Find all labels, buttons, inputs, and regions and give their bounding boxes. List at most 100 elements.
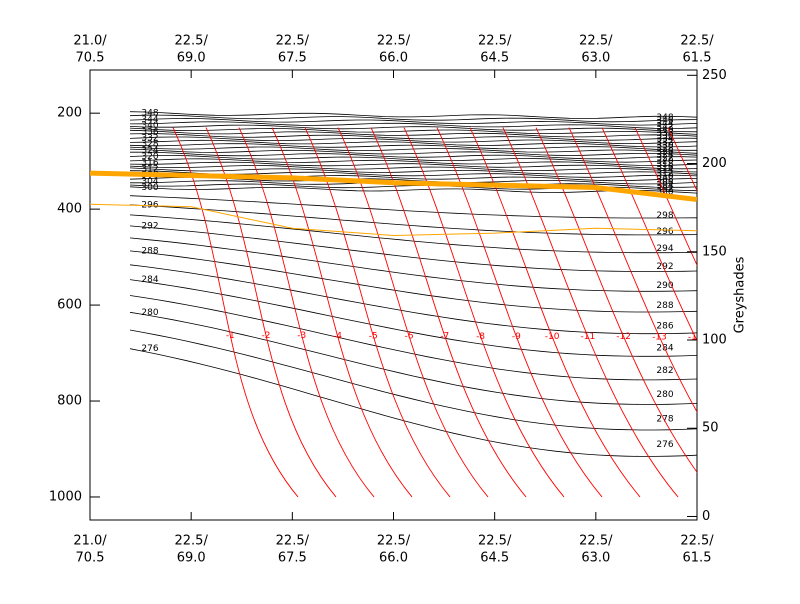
red-contour [469, 127, 641, 498]
isentrope [129, 167, 697, 175]
x-bottom-label: 21.0/ [73, 534, 107, 549]
isentrope-label: 328 [656, 144, 673, 154]
red-contour [436, 127, 603, 498]
isentrope-label: 280 [141, 308, 158, 318]
isentrope [129, 311, 697, 405]
isentrope-label: 302 [656, 184, 673, 194]
isentrope-label: 324 [141, 146, 158, 156]
red-contour-label: -13 [652, 332, 667, 342]
isentrope-label: 290 [656, 281, 673, 291]
red-contour [601, 127, 697, 342]
red-contour-label: -16 [759, 333, 774, 343]
isentrope-label: 346 [656, 116, 673, 126]
isentrope-label: 292 [656, 262, 673, 272]
x-top-label: 63.0 [581, 51, 610, 66]
isentrope-label: 312 [141, 164, 158, 174]
isentrope-label: 292 [141, 221, 158, 231]
isentrope [129, 186, 697, 194]
red-contour [568, 127, 697, 413]
isentrope-label: 304 [141, 177, 158, 187]
red-contour [502, 127, 679, 498]
isentrope-label: 342 [656, 122, 673, 132]
isentrope-label: 308 [656, 175, 673, 185]
x-top-label: 22.5/ [377, 34, 411, 49]
red-contour-label: -5 [369, 331, 378, 341]
isentrope-label: 294 [656, 244, 673, 254]
isentrope [129, 133, 697, 141]
x-bottom-label: 61.5 [683, 551, 712, 566]
isentrope [129, 161, 697, 170]
isentrope [129, 214, 697, 254]
isentrope-label: 326 [656, 147, 673, 157]
isentrope-label: 348 [141, 109, 158, 119]
isentrope [129, 225, 697, 272]
isentrope [129, 127, 697, 135]
isentrope-label: 278 [656, 414, 673, 424]
isentrope-label: 316 [656, 163, 673, 173]
isentrope-label: 286 [656, 322, 673, 332]
isentrope [129, 111, 697, 119]
isentrope [129, 329, 697, 431]
isentrope [129, 204, 697, 236]
x-bottom-label: 22.5/ [478, 534, 512, 549]
red-contour [535, 127, 697, 473]
isentrope-label: 332 [141, 133, 158, 143]
isentrope-label: 344 [656, 119, 673, 129]
x-bottom-label: 63.0 [581, 551, 610, 566]
x-top-label: 22.5/ [478, 34, 512, 49]
x-top-label: 67.5 [278, 51, 307, 66]
tropopause-line [90, 203, 697, 237]
isentrope-label: 296 [656, 227, 673, 237]
x-top-label: 22.5/ [276, 34, 310, 49]
x-top-label: 70.5 [76, 51, 105, 66]
isentrope-label: 300 [141, 183, 158, 193]
red-contour-label: -7 [440, 332, 449, 342]
isentrope [129, 148, 697, 156]
isentrope [129, 151, 697, 160]
isentrope-label: 284 [141, 275, 158, 285]
isentrope [129, 158, 697, 166]
y2-tick-label: 200 [702, 156, 727, 171]
y2-axis-title: Greyshades [733, 256, 748, 333]
red-contour-label: -9 [512, 332, 521, 342]
isentrope-label: 282 [656, 366, 673, 376]
red-contour-label: -3 [297, 331, 306, 341]
y-tick-label: 200 [57, 106, 82, 121]
isentrope-label: 320 [656, 156, 673, 166]
x-top-label: 69.0 [177, 51, 206, 66]
isentrope-label: 310 [656, 172, 673, 182]
x-top-label: 64.5 [480, 51, 509, 66]
isentrope-label: 298 [656, 211, 673, 221]
y-tick-label: 600 [57, 298, 82, 313]
red-contour-label: -12 [616, 332, 631, 342]
x-bottom-label: 22.5/ [175, 534, 209, 549]
red-contour [667, 127, 697, 192]
isentrope-label: 304 [656, 181, 673, 191]
red-contour-label: -2 [262, 331, 271, 341]
isentrope-label: 316 [141, 158, 158, 168]
red-contour-label: -11 [581, 332, 596, 342]
isentrope-label: 276 [656, 440, 673, 450]
isentrope-label: 332 [656, 138, 673, 148]
isentrope-label: 338 [656, 128, 673, 138]
red-contour [238, 127, 375, 498]
y-tick-label: 800 [57, 394, 82, 409]
x-bottom-label: 67.5 [278, 551, 307, 566]
red-contour [403, 127, 565, 498]
isentrope-label: 340 [656, 125, 673, 135]
x-bottom-label: 69.0 [177, 551, 206, 566]
isentrope [129, 237, 697, 292]
x-bottom-label: 70.5 [76, 551, 105, 566]
red-contour-label: -10 [545, 332, 560, 342]
tropopause-line [90, 170, 697, 202]
isentrope [129, 295, 697, 381]
y2-tick-label: 50 [702, 421, 719, 436]
isentrope [129, 114, 697, 123]
red-contour-label: -8 [476, 332, 485, 342]
red-contour [634, 127, 697, 267]
isentrope [129, 143, 697, 151]
isentrope-label: 336 [141, 127, 158, 137]
red-contour-label: -14 [688, 332, 703, 342]
isentrope [129, 348, 697, 457]
isentrope [129, 129, 697, 138]
